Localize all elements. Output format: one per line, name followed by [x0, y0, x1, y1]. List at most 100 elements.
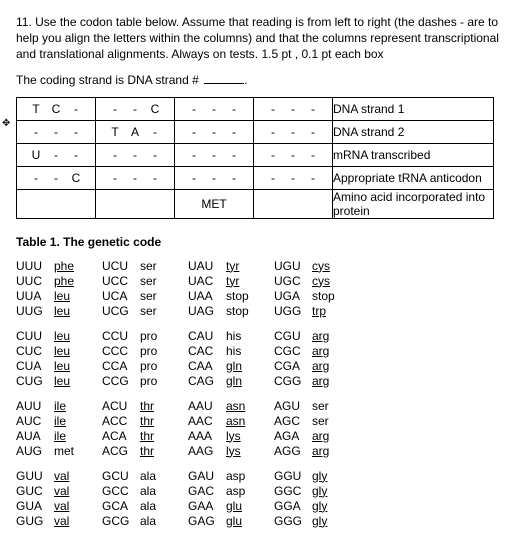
grid-cell[interactable]: U--	[17, 143, 96, 166]
grid-cell[interactable]: TA-	[96, 120, 175, 143]
codon-aa: asn	[226, 399, 274, 414]
codon-code: UUA	[16, 289, 54, 304]
codon-aa: cys	[312, 274, 360, 289]
codon-code: GUG	[16, 514, 54, 529]
question-body: Use the codon table below. Assume that r…	[16, 15, 499, 61]
grid-cell[interactable]: TC-	[17, 97, 96, 120]
grid-cell[interactable]: MET	[175, 189, 254, 218]
codon-code: UGA	[274, 289, 312, 304]
codon-row: GUGvalGCGalaGAGgluGGGgly	[16, 514, 360, 529]
codon-code: CAA	[188, 359, 226, 374]
codon-row: CUGleuCCGproCAGglnCGGarg	[16, 374, 360, 389]
codon-code: AUG	[16, 444, 54, 459]
codon-code: UAG	[188, 304, 226, 319]
codon-code: AUU	[16, 399, 54, 414]
grid-cell[interactable]: ---	[17, 120, 96, 143]
codon-aa: pro	[140, 344, 188, 359]
codon-table-title: Table 1. The genetic code	[16, 235, 511, 249]
codon-code: UGU	[274, 259, 312, 274]
fill-blank[interactable]	[204, 83, 244, 84]
codon-aa: asp	[226, 469, 274, 484]
codon-aa: gly	[312, 499, 360, 514]
codon-code: AGA	[274, 429, 312, 444]
table-row: --C---------Appropriate tRNA anticodon	[17, 166, 494, 189]
codon-row: GUAvalGCAalaGAAgluGGAgly	[16, 499, 360, 514]
codon-aa: asn	[226, 414, 274, 429]
codon-aa: ser	[312, 399, 360, 414]
grid-cell[interactable]	[17, 189, 96, 218]
grid-cell[interactable]: ---	[175, 97, 254, 120]
codon-code: UUG	[16, 304, 54, 319]
codon-code: CAU	[188, 329, 226, 344]
codon-aa: arg	[312, 359, 360, 374]
codon-code: AAU	[188, 399, 226, 414]
codon-row: GUCvalGCCalaGACaspGGCgly	[16, 484, 360, 499]
codon-code: CGA	[274, 359, 312, 374]
codon-code: GUC	[16, 484, 54, 499]
codon-code: CUU	[16, 329, 54, 344]
codon-row: UUGleuUCGserUAGstopUGGtrp	[16, 304, 360, 319]
codon-aa: gly	[312, 469, 360, 484]
codon-aa: gly	[312, 514, 360, 529]
codon-row: AUGmetACGthrAAGlysAGGarg	[16, 444, 360, 459]
codon-code: AUC	[16, 414, 54, 429]
codon-aa: leu	[54, 344, 102, 359]
codon-aa: val	[54, 499, 102, 514]
codon-code: GCA	[102, 499, 140, 514]
codon-code: CCG	[102, 374, 140, 389]
coding-prompt-text: The coding strand is DNA strand #	[16, 73, 199, 87]
codon-code: GAC	[188, 484, 226, 499]
grid-cell[interactable]: ---	[96, 166, 175, 189]
codon-aa: leu	[54, 329, 102, 344]
alignment-table: TC---C------DNA strand 1---TA-------DNA …	[16, 97, 494, 219]
codon-code: CUC	[16, 344, 54, 359]
question-text: 11. Use the codon table below. Assume th…	[16, 14, 511, 63]
grid-cell[interactable]: ---	[254, 120, 333, 143]
table-row: METAmino acid incorporated into protein	[17, 189, 494, 218]
codon-aa: val	[54, 469, 102, 484]
grid-cell[interactable]: ---	[254, 143, 333, 166]
codon-code: UCA	[102, 289, 140, 304]
grid-cell[interactable]: --C	[17, 166, 96, 189]
codon-aa: thr	[140, 444, 188, 459]
grid-cell[interactable]: ---	[175, 166, 254, 189]
codon-code: CUG	[16, 374, 54, 389]
codon-aa: arg	[312, 374, 360, 389]
grid-cell[interactable]: ---	[175, 143, 254, 166]
codon-aa: thr	[140, 399, 188, 414]
codon-aa: arg	[312, 444, 360, 459]
table-row: U-----------mRNA transcribed	[17, 143, 494, 166]
codon-row: UUCpheUCCserUACtyrUGCcys	[16, 274, 360, 289]
codon-code: UCC	[102, 274, 140, 289]
codon-aa: val	[54, 514, 102, 529]
grid-cell[interactable]: ---	[254, 97, 333, 120]
codon-aa: phe	[54, 259, 102, 274]
codon-aa: leu	[54, 289, 102, 304]
table-row: ---TA-------DNA strand 2	[17, 120, 494, 143]
grid-cell[interactable]: ---	[96, 143, 175, 166]
codon-aa: ser	[312, 414, 360, 429]
codon-table: UUUpheUCUserUAUtyrUGUcysUUCpheUCCserUACt…	[16, 259, 360, 529]
grid-cell[interactable]: --C	[96, 97, 175, 120]
codon-code: GGG	[274, 514, 312, 529]
codon-aa: gly	[312, 484, 360, 499]
codon-code: AGU	[274, 399, 312, 414]
grid-cell[interactable]	[96, 189, 175, 218]
codon-code: GCC	[102, 484, 140, 499]
codon-aa: gln	[226, 359, 274, 374]
codon-code: CGU	[274, 329, 312, 344]
codon-aa: met	[54, 444, 102, 459]
grid-cell[interactable]: ---	[175, 120, 254, 143]
grid-cell[interactable]: ---	[254, 166, 333, 189]
codon-aa: glu	[226, 499, 274, 514]
codon-aa: thr	[140, 414, 188, 429]
codon-code: GUA	[16, 499, 54, 514]
codon-aa: ser	[140, 259, 188, 274]
codon-code: CAG	[188, 374, 226, 389]
codon-code: CCU	[102, 329, 140, 344]
grid-cell[interactable]	[254, 189, 333, 218]
codon-aa: ile	[54, 414, 102, 429]
codon-aa: ala	[140, 484, 188, 499]
codon-code: ACC	[102, 414, 140, 429]
codon-code: GGC	[274, 484, 312, 499]
